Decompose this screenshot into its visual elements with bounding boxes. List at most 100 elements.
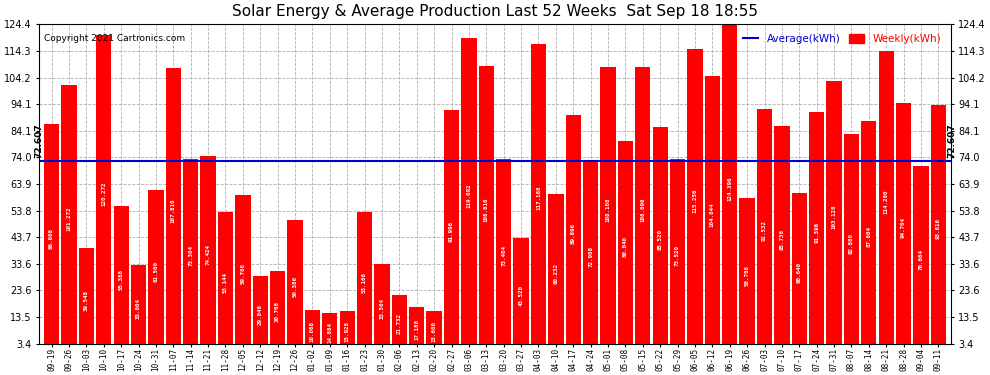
Text: 74.424: 74.424	[206, 244, 211, 265]
Bar	[409, 307, 425, 352]
Text: 72.607: 72.607	[947, 124, 956, 158]
Text: 91.996: 91.996	[449, 221, 454, 242]
Bar	[200, 156, 216, 352]
Bar	[496, 159, 512, 352]
Text: 73.464: 73.464	[501, 245, 506, 266]
Text: 92.532: 92.532	[762, 220, 767, 241]
Text: 58.708: 58.708	[744, 265, 749, 286]
Text: 117.168: 117.168	[536, 186, 541, 210]
Text: 108.096: 108.096	[641, 198, 645, 222]
Text: 14.884: 14.884	[328, 322, 333, 344]
Text: 124.396: 124.396	[728, 176, 733, 201]
Bar	[687, 49, 703, 352]
Text: 53.144: 53.144	[223, 272, 228, 293]
Bar	[757, 108, 772, 352]
Text: 16.068: 16.068	[310, 321, 315, 342]
Bar	[861, 122, 876, 352]
Bar	[322, 313, 338, 352]
Text: 53.168: 53.168	[362, 272, 367, 293]
Text: 120.272: 120.272	[101, 182, 106, 206]
Bar	[44, 124, 59, 352]
Bar	[392, 295, 407, 352]
Text: 101.272: 101.272	[66, 207, 71, 231]
Bar	[792, 193, 807, 352]
Bar	[236, 195, 250, 352]
Bar	[652, 127, 668, 352]
Bar	[131, 266, 147, 352]
Text: 115.256: 115.256	[692, 188, 698, 213]
Bar	[478, 66, 494, 352]
Bar	[809, 111, 825, 352]
Text: 103.128: 103.128	[832, 204, 837, 229]
Bar	[357, 212, 372, 352]
Bar	[514, 238, 529, 352]
Bar	[96, 35, 112, 352]
Bar	[878, 51, 894, 352]
Text: 89.896: 89.896	[571, 224, 576, 245]
Text: 93.816: 93.816	[936, 218, 940, 239]
Text: Copyright 2021 Cartronics.com: Copyright 2021 Cartronics.com	[44, 34, 185, 43]
Bar	[183, 159, 198, 352]
Text: 80.040: 80.040	[623, 237, 628, 258]
Text: 108.616: 108.616	[484, 197, 489, 222]
Bar	[218, 212, 233, 352]
Bar	[165, 68, 181, 352]
Bar	[774, 126, 790, 352]
Bar	[305, 310, 320, 352]
Title: Solar Energy & Average Production Last 52 Weeks  Sat Sep 18 18:55: Solar Energy & Average Production Last 5…	[232, 4, 758, 19]
Text: 91.396: 91.396	[814, 222, 819, 243]
Bar	[705, 76, 720, 352]
Bar	[461, 39, 476, 352]
Text: 61.560: 61.560	[153, 261, 158, 282]
Legend: Average(kWh), Weekly(kWh): Average(kWh), Weekly(kWh)	[739, 30, 945, 48]
Bar	[114, 207, 129, 352]
Text: 17.180: 17.180	[414, 320, 419, 340]
Text: 21.732: 21.732	[397, 314, 402, 334]
Bar	[618, 141, 633, 352]
Text: 87.664: 87.664	[866, 226, 871, 248]
Bar	[896, 103, 911, 352]
Bar	[583, 160, 598, 352]
Text: 43.520: 43.520	[519, 285, 524, 306]
Text: 73.304: 73.304	[188, 245, 193, 266]
Bar	[565, 116, 581, 352]
Bar	[548, 194, 563, 352]
Bar	[914, 166, 929, 352]
Bar	[843, 134, 859, 352]
Bar	[427, 311, 442, 352]
Text: 50.380: 50.380	[292, 276, 298, 297]
Text: 72.908: 72.908	[588, 246, 593, 267]
Text: 86.608: 86.608	[50, 228, 54, 249]
Text: 30.768: 30.768	[275, 302, 280, 322]
Text: 104.844: 104.844	[710, 202, 715, 226]
Text: 72.607: 72.607	[34, 124, 43, 158]
Text: 82.880: 82.880	[849, 233, 854, 254]
Bar	[600, 68, 616, 352]
Text: 15.600: 15.600	[432, 321, 437, 342]
Text: 59.768: 59.768	[241, 263, 246, 284]
Text: 29.048: 29.048	[257, 304, 262, 325]
Bar	[252, 276, 268, 352]
Text: 114.280: 114.280	[884, 190, 889, 214]
Text: 60.640: 60.640	[797, 262, 802, 283]
Bar	[722, 24, 738, 352]
Bar	[931, 105, 946, 352]
Bar	[340, 310, 354, 352]
Bar	[270, 272, 285, 352]
Text: 39.548: 39.548	[84, 290, 89, 311]
Text: 108.108: 108.108	[606, 198, 611, 222]
Bar	[148, 190, 163, 352]
Bar	[827, 81, 842, 352]
Text: 119.092: 119.092	[466, 183, 471, 208]
Text: 94.704: 94.704	[901, 217, 906, 238]
Text: 60.232: 60.232	[553, 262, 558, 284]
Bar	[531, 44, 546, 352]
Bar	[374, 264, 390, 352]
Bar	[61, 86, 76, 352]
Bar	[636, 68, 650, 352]
Text: 33.504: 33.504	[379, 298, 384, 319]
Text: 73.520: 73.520	[675, 245, 680, 266]
Bar	[670, 159, 685, 352]
Text: 107.816: 107.816	[171, 198, 176, 223]
Bar	[444, 110, 459, 352]
